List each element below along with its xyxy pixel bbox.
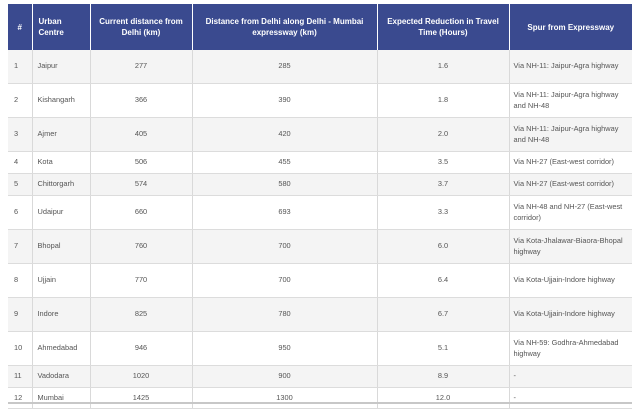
- cell-current-distance: 770: [90, 263, 193, 298]
- cell-spur: Via NH-27 (East-west corridor): [509, 151, 632, 174]
- cell-urban-centre: Ujjain: [32, 263, 91, 298]
- cell-travel-time-reduction: 6.0: [377, 229, 510, 264]
- header-urban-centre: Urban Centre: [32, 4, 91, 50]
- table-row: 12 Mumbai 1425 1300 12.0 -: [8, 387, 632, 409]
- table-row: 4 Kota 506 455 3.5 Via NH-27 (East-west …: [8, 151, 632, 174]
- cell-number: 8: [8, 263, 33, 298]
- cell-number: 1: [8, 50, 33, 84]
- cell-expressway-distance: 950: [192, 331, 378, 366]
- cell-expressway-distance: 580: [192, 173, 378, 196]
- cell-travel-time-reduction: 3.3: [377, 195, 510, 230]
- table-bottom-divider: [8, 402, 632, 404]
- table-row: 2 Kishangarh 366 390 1.8 Via NH-11: Jaip…: [8, 83, 632, 118]
- cell-travel-time-reduction: 2.0: [377, 117, 510, 152]
- table-row: 11 Vadodara 1020 900 8.9 -: [8, 365, 632, 388]
- cell-travel-time-reduction: 3.7: [377, 173, 510, 196]
- cell-urban-centre: Bhopal: [32, 229, 91, 264]
- cell-spur: Via NH-11: Jaipur-Agra highway: [509, 50, 632, 84]
- header-expressway-distance: Distance from Delhi along Delhi - Mumbai…: [192, 4, 378, 50]
- cell-travel-time-reduction: 6.7: [377, 297, 510, 332]
- header-number: #: [8, 4, 33, 50]
- cell-number: 9: [8, 297, 33, 332]
- table-row: 6 Udaipur 660 693 3.3 Via NH-48 and NH-2…: [8, 195, 632, 230]
- cell-spur: Via Kota-Ujjain-Indore highway: [509, 297, 632, 332]
- cell-current-distance: 574: [90, 173, 193, 196]
- cell-spur: -: [509, 365, 632, 388]
- cell-current-distance: 760: [90, 229, 193, 264]
- cell-spur: Via NH-11: Jaipur-Agra highway and NH-48: [509, 83, 632, 118]
- distance-table-container: # Urban Centre Current distance from Del…: [8, 4, 632, 409]
- cell-expressway-distance: 693: [192, 195, 378, 230]
- header-spur: Spur from Expressway: [509, 4, 632, 50]
- cell-current-distance: 660: [90, 195, 193, 230]
- cell-urban-centre: Kishangarh: [32, 83, 91, 118]
- cell-expressway-distance: 780: [192, 297, 378, 332]
- cell-current-distance: 277: [90, 50, 193, 84]
- cell-travel-time-reduction: 5.1: [377, 331, 510, 366]
- cell-number: 7: [8, 229, 33, 264]
- cell-spur: Via NH-48 and NH-27 (East-west corridor): [509, 195, 632, 230]
- cell-urban-centre: Ahmedabad: [32, 331, 91, 366]
- cell-current-distance: 825: [90, 297, 193, 332]
- cell-expressway-distance: 700: [192, 229, 378, 264]
- cell-urban-centre: Jaipur: [32, 50, 91, 84]
- header-row: # Urban Centre Current distance from Del…: [8, 4, 632, 50]
- cell-expressway-distance: 455: [192, 151, 378, 174]
- cell-spur: Via NH-27 (East-west corridor): [509, 173, 632, 196]
- table-row: 5 Chittorgarh 574 580 3.7 Via NH-27 (Eas…: [8, 173, 632, 196]
- cell-travel-time-reduction: 3.5: [377, 151, 510, 174]
- cell-travel-time-reduction: 1.6: [377, 50, 510, 84]
- cell-travel-time-reduction: 6.4: [377, 263, 510, 298]
- table-row: 1 Jaipur 277 285 1.6 Via NH-11: Jaipur-A…: [8, 50, 632, 84]
- cell-travel-time-reduction: 1.8: [377, 83, 510, 118]
- cell-travel-time-reduction: 12.0: [377, 387, 510, 409]
- cell-current-distance: 946: [90, 331, 193, 366]
- cell-expressway-distance: 420: [192, 117, 378, 152]
- cell-expressway-distance: 700: [192, 263, 378, 298]
- cell-number: 10: [8, 331, 33, 366]
- table-body: 1 Jaipur 277 285 1.6 Via NH-11: Jaipur-A…: [8, 50, 632, 409]
- cell-spur: Via NH-59: Godhra-Ahmedabad highway: [509, 331, 632, 366]
- cell-urban-centre: Chittorgarh: [32, 173, 91, 196]
- cell-number: 3: [8, 117, 33, 152]
- cell-urban-centre: Vadodara: [32, 365, 91, 388]
- cell-travel-time-reduction: 8.9: [377, 365, 510, 388]
- cell-number: 12: [8, 387, 33, 409]
- cell-number: 6: [8, 195, 33, 230]
- table-row: 7 Bhopal 760 700 6.0 Via Kota-Jhalawar-B…: [8, 229, 632, 264]
- cell-expressway-distance: 900: [192, 365, 378, 388]
- cell-spur: Via Kota-Ujjain-Indore highway: [509, 263, 632, 298]
- cell-number: 5: [8, 173, 33, 196]
- table-row: 9 Indore 825 780 6.7 Via Kota-Ujjain-Ind…: [8, 297, 632, 332]
- cell-spur: Via Kota-Jhalawar-Biaora-Bhopal highway: [509, 229, 632, 264]
- cell-expressway-distance: 1300: [192, 387, 378, 409]
- cell-expressway-distance: 285: [192, 50, 378, 84]
- cell-current-distance: 405: [90, 117, 193, 152]
- cell-current-distance: 1020: [90, 365, 193, 388]
- distance-table: # Urban Centre Current distance from Del…: [8, 4, 632, 409]
- cell-urban-centre: Udaipur: [32, 195, 91, 230]
- header-current-distance: Current distance from Delhi (km): [90, 4, 193, 50]
- cell-urban-centre: Kota: [32, 151, 91, 174]
- table-header: # Urban Centre Current distance from Del…: [8, 4, 632, 50]
- header-travel-time-reduction: Expected Reduction in Travel Time (Hours…: [377, 4, 510, 50]
- cell-spur: -: [509, 387, 632, 409]
- table-row: 8 Ujjain 770 700 6.4 Via Kota-Ujjain-Ind…: [8, 263, 632, 298]
- cell-number: 2: [8, 83, 33, 118]
- cell-number: 4: [8, 151, 33, 174]
- cell-expressway-distance: 390: [192, 83, 378, 118]
- cell-current-distance: 506: [90, 151, 193, 174]
- table-row: 10 Ahmedabad 946 950 5.1 Via NH-59: Godh…: [8, 331, 632, 366]
- cell-urban-centre: Mumbai: [32, 387, 91, 409]
- table-row: 3 Ajmer 405 420 2.0 Via NH-11: Jaipur-Ag…: [8, 117, 632, 152]
- cell-number: 11: [8, 365, 33, 388]
- cell-current-distance: 1425: [90, 387, 193, 409]
- cell-current-distance: 366: [90, 83, 193, 118]
- cell-urban-centre: Ajmer: [32, 117, 91, 152]
- cell-urban-centre: Indore: [32, 297, 91, 332]
- cell-spur: Via NH-11: Jaipur-Agra highway and NH-48: [509, 117, 632, 152]
